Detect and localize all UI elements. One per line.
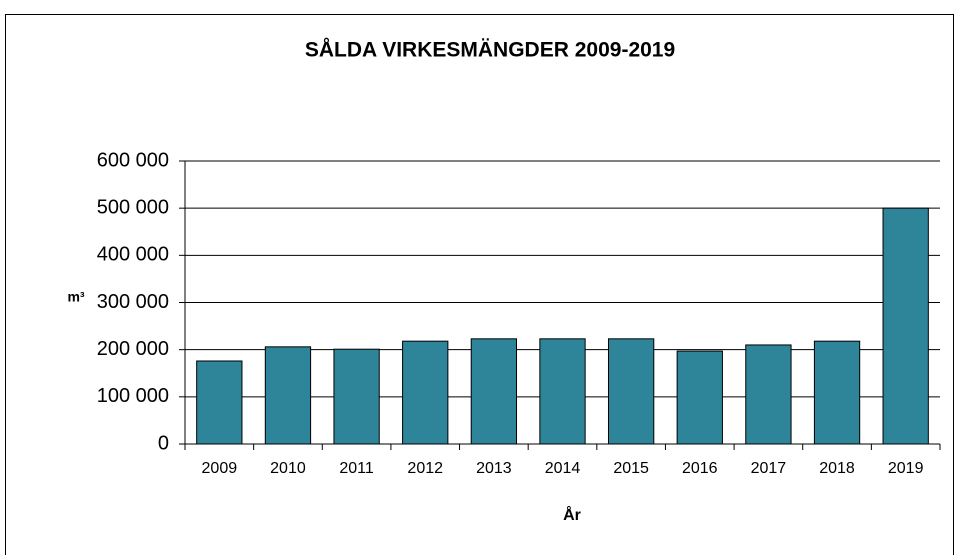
bar (882, 207, 929, 445)
y-tick-label: 100 000 (97, 385, 169, 407)
bar (813, 340, 861, 445)
x-axis-label: År (563, 505, 581, 524)
y-tick-label: 0 (158, 432, 169, 454)
bar (264, 346, 312, 445)
x-tick-label: 2012 (407, 460, 443, 477)
x-tick-label: 2017 (751, 460, 787, 477)
x-tick-label: 2016 (682, 460, 718, 477)
bar (539, 338, 586, 445)
x-tick-label: 2011 (339, 460, 374, 477)
chart-title: SÅLDA VIRKESMÄNGDER 2009-2019 (305, 38, 675, 62)
bar (607, 338, 655, 445)
x-tick-label: 2018 (819, 460, 855, 477)
bar (470, 338, 518, 445)
bar (745, 344, 792, 445)
x-tick-label: 2009 (202, 460, 238, 477)
bar (196, 360, 243, 445)
bar (676, 350, 723, 445)
y-tick-label: 300 000 (97, 291, 169, 313)
y-axis-label: m³ (67, 289, 84, 305)
x-tick-label: 2013 (476, 460, 512, 477)
bar (402, 340, 449, 445)
bar (333, 348, 380, 445)
y-tick-label: 200 000 (97, 338, 169, 360)
x-tick-label: 2015 (613, 460, 649, 477)
y-tick-label: 400 000 (97, 244, 169, 266)
x-tick-label: 2019 (888, 460, 924, 477)
x-tick-label: 2010 (270, 460, 306, 477)
chart-border (5, 14, 954, 555)
y-tick-label: 600 000 (97, 149, 169, 171)
x-tick-label: 2014 (545, 460, 581, 477)
y-tick-label: 500 000 (97, 196, 169, 218)
